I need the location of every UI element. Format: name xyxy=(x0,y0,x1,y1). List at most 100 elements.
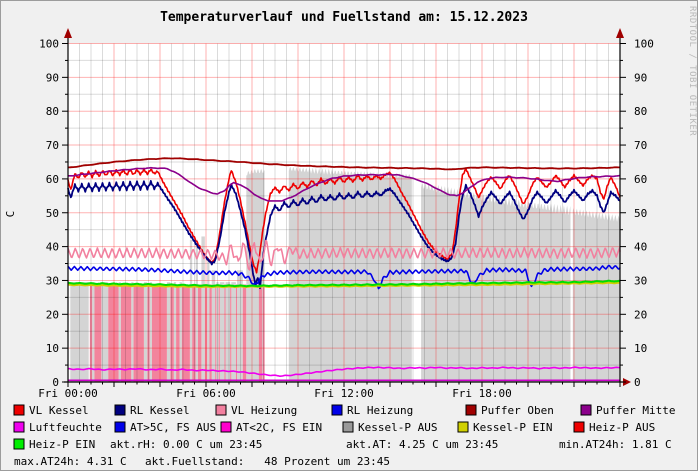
legend-swatch xyxy=(342,421,354,433)
gray-bar xyxy=(231,282,236,382)
legend-label: RL Kessel xyxy=(130,404,190,417)
y-tick-label-right: 10 xyxy=(634,342,647,355)
legend-item-puffer-oben: Puffer Oben xyxy=(465,404,554,417)
y-tick-label-left: 20 xyxy=(46,308,59,321)
y-tick-label-right: 40 xyxy=(634,241,647,254)
series-puffer-mitte xyxy=(67,166,621,202)
y-tick-label-right: 70 xyxy=(634,139,647,152)
legend-label: AT>5C, FS AUS xyxy=(130,421,216,434)
gray-bar xyxy=(166,282,171,382)
gray-bar xyxy=(189,239,193,382)
y-tick-label-right: 60 xyxy=(634,173,647,186)
legend-item-vl-kessel: VL Kessel xyxy=(13,404,89,417)
legend-item-max-at24h: max.AT24h: 4.31 C xyxy=(14,455,127,468)
y-tick-label-left: 100 xyxy=(39,38,59,51)
tick-labels: 0 0 10 10 20 20 30 30 40 40 50 50 60 60 70 70 80 80 90 90 10… xyxy=(38,38,654,401)
pink-bar xyxy=(209,284,212,382)
y-tick-label-right: 80 xyxy=(634,105,647,118)
legend-item-at-2c-fs-ein: AT<2C, FS EIN xyxy=(220,421,322,434)
pink-bar xyxy=(215,284,217,382)
y-tick-label-right: 30 xyxy=(634,274,647,287)
legend-label: Kessel-P AUS xyxy=(358,421,437,434)
gray-bar xyxy=(225,282,231,382)
pink-bar xyxy=(224,284,226,382)
legend-item-akt-rh: akt.rH: 0.00 C um 23:45 xyxy=(110,438,262,451)
gray-bar xyxy=(131,282,134,382)
legend-item-heiz-p-ein: Heiz-P EIN xyxy=(13,438,95,451)
x-axis-arrow-icon xyxy=(623,378,631,386)
pink-bar xyxy=(218,284,220,382)
x-tick-label: Fri 12:00 xyxy=(314,387,374,400)
y-tick-label-left: 40 xyxy=(46,241,59,254)
legend-item-kessel-p-aus: Kessel-P AUS xyxy=(342,421,437,434)
pink-bar xyxy=(258,284,263,382)
gray-bar xyxy=(237,270,243,382)
legend-item-vl-heizung: VL Heizung xyxy=(215,404,297,417)
legend-item-kessel-p-ein: Kessel-P EIN xyxy=(457,421,552,434)
gray-bar xyxy=(149,282,152,382)
y-tick-label-right: 20 xyxy=(634,308,647,321)
pink-bar xyxy=(147,284,150,382)
legend-swatch xyxy=(13,438,25,450)
chart-legend: VL Kessel RL Kessel VL Heizung RL Heizung Pu… xyxy=(13,404,675,468)
legend-swatch xyxy=(114,421,126,433)
chart-plot-area: 0 0 10 10 20 20 30 30 40 40 50 50 60 60 70 70 80 80 90 90 10… xyxy=(38,28,654,400)
legend-label: akt.AT: 4.25 C um 23:45 xyxy=(346,438,498,451)
gray-bar xyxy=(173,282,177,382)
series-kessel-p-ein xyxy=(67,281,621,289)
grid-lines xyxy=(68,43,620,382)
y-tick-label-left: 50 xyxy=(46,207,59,220)
pink-bar xyxy=(120,284,132,382)
gray-bar xyxy=(207,260,210,382)
gray-bar xyxy=(211,270,216,382)
y-tick-label-right: 100 xyxy=(634,38,654,51)
legend-label: VL Kessel xyxy=(29,404,89,417)
legend-swatch xyxy=(331,404,343,416)
gray-bar xyxy=(219,282,225,382)
gray-bar xyxy=(201,236,205,382)
pink-bar xyxy=(89,284,93,382)
legend-item-akt-at: akt.AT: 4.25 C um 23:45 xyxy=(346,438,498,451)
legend-swatch xyxy=(13,404,25,416)
gray-bar xyxy=(92,282,95,382)
legend-item-akt-fuellstand: akt.Fuellstand: 48 Prozent um 23:45 xyxy=(145,455,390,468)
rrdtool-watermark: RRDTOOL / TOBI OETIKER xyxy=(687,6,697,136)
legend-label: AT<2C, FS EIN xyxy=(236,421,322,434)
legend-label: max.AT24h: 4.31 C xyxy=(14,455,127,468)
series-at-aussentemperatur xyxy=(67,366,621,377)
y-tick-label-right: 50 xyxy=(634,207,647,220)
pink-bar xyxy=(181,284,190,382)
gray-bar xyxy=(118,282,121,382)
legend-swatch xyxy=(465,404,477,416)
left-axis-arrow-icon xyxy=(64,28,72,38)
pink-bar xyxy=(192,284,196,382)
series-vl-heizung xyxy=(67,239,621,271)
gray-bar xyxy=(70,282,89,382)
y-tick-label-right: 0 xyxy=(634,376,641,389)
y-axis-unit-label: C xyxy=(4,211,17,218)
gray-bar xyxy=(195,239,198,382)
legend-label: Heiz-P EIN xyxy=(29,438,95,451)
kessel-p-aus-bars xyxy=(70,236,243,382)
pink-bar xyxy=(151,284,167,382)
legend-label: Puffer Mitte xyxy=(596,404,675,417)
series-heiz-p-ein xyxy=(67,279,621,288)
legend-swatch xyxy=(114,404,126,416)
legend-label: RL Heizung xyxy=(347,404,413,417)
y-tick-label-left: 10 xyxy=(46,342,59,355)
y-tick-label-left: 0 xyxy=(52,376,59,389)
y-tick-label-left: 80 xyxy=(46,105,59,118)
y-tick-label-left: 70 xyxy=(46,139,59,152)
legend-label: Kessel-P EIN xyxy=(473,421,552,434)
legend-item-rl-heizung: RL Heizung xyxy=(331,404,413,417)
legend-swatch xyxy=(573,421,585,433)
gray-bar xyxy=(179,282,182,382)
legend-label: VL Heizung xyxy=(231,404,297,417)
pink-bar xyxy=(176,284,180,382)
x-tick-label: Fri 00:00 xyxy=(38,387,98,400)
at-unter-2c-bars xyxy=(89,284,265,382)
gray-bar xyxy=(216,282,219,382)
fill-level-area xyxy=(288,166,412,382)
